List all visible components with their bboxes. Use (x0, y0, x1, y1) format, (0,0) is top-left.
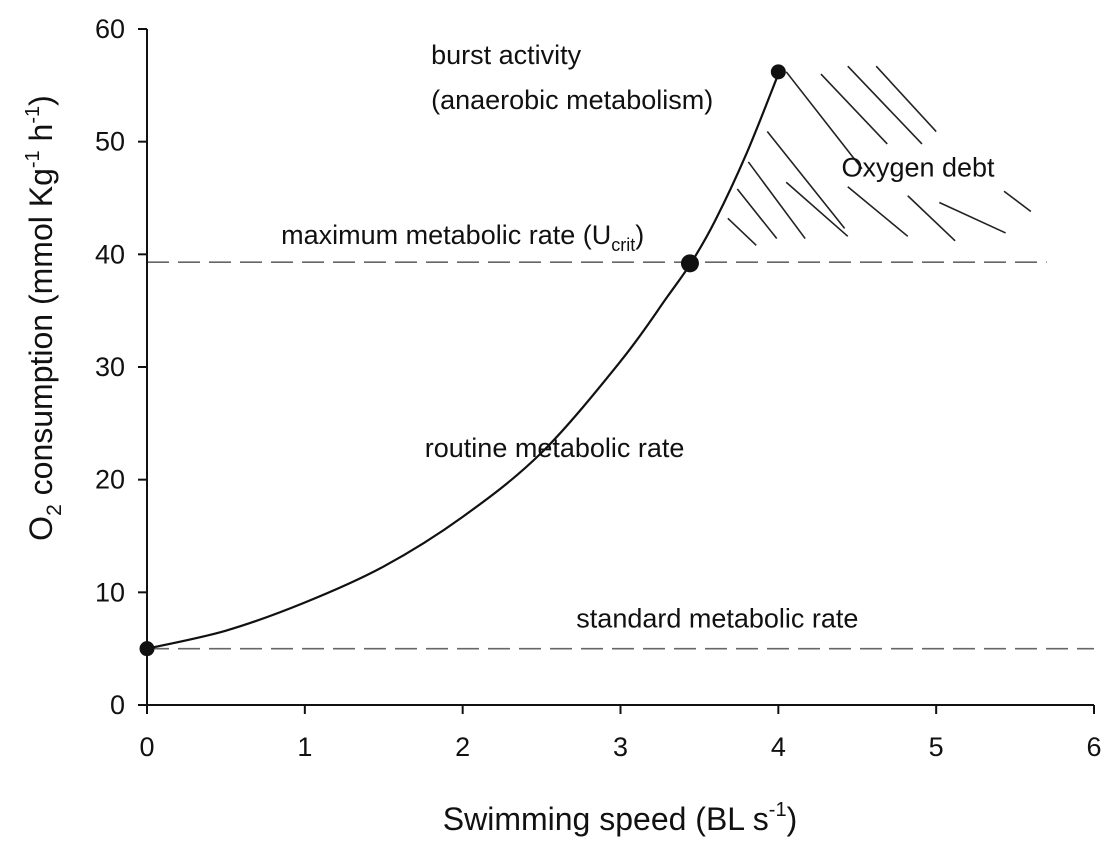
max-rate-label: maximum metabolic rate (Ucrit) (281, 220, 644, 255)
hatch-line (907, 195, 956, 242)
y-title-sub: 2 (43, 504, 66, 516)
y-tick-label: 60 (95, 14, 125, 44)
ucrit-subscript: crit (611, 235, 635, 255)
hatch-line (727, 217, 757, 246)
x-title-close: ) (787, 801, 798, 837)
max-rate-text: maximum metabolic rate (U (281, 220, 611, 250)
x-tick-label: 3 (613, 732, 628, 762)
hatch-line (847, 65, 923, 145)
x-tick-label: 5 (929, 732, 944, 762)
standard-rate-point (139, 641, 155, 657)
anaerobic-label: (anaerobic metabolism) (431, 85, 713, 115)
y-title-mid: consumption (mmol Kg (23, 168, 59, 504)
y-title-h: h (23, 124, 59, 151)
reference-lines (147, 261, 1094, 650)
y-tick-label: 10 (95, 577, 125, 607)
y-tick-label: 50 (95, 127, 125, 157)
hatch-line (875, 65, 937, 133)
hatch-line (820, 73, 888, 145)
hatch-line (785, 181, 849, 237)
y-title-sup2: -1 (22, 106, 44, 124)
y-tick-label: 40 (95, 239, 125, 269)
max-rate-close: ) (635, 220, 644, 250)
hatch-line (847, 186, 909, 237)
standard-rate-label: standard metabolic rate (576, 603, 858, 633)
hatch-line (766, 131, 846, 229)
oxygen-debt-label: Oxygen debt (841, 153, 995, 183)
x-title-main: Swimming speed (BL s (443, 801, 769, 837)
curve-group (146, 73, 780, 650)
x-tick-label: 1 (297, 732, 312, 762)
hatch-line (938, 201, 1006, 234)
burst-point (770, 64, 786, 80)
y-axis-title: O2 consumption (mmol Kg-1 h-1) (22, 95, 66, 541)
x-tick-label: 4 (771, 732, 786, 762)
hatch-line (785, 71, 863, 170)
x-title-sup: -1 (769, 799, 787, 821)
hatch-line (747, 161, 806, 240)
ucrit-point (680, 254, 699, 273)
oxygen-debt-hatch (727, 65, 1032, 246)
y-title-sup1: -1 (22, 150, 44, 168)
y-tick-label: 0 (110, 690, 125, 720)
y-tick-label: 30 (95, 352, 125, 382)
x-tick-label: 2 (455, 732, 470, 762)
hatch-line (736, 188, 778, 240)
x-tick-label: 0 (139, 732, 154, 762)
metabolic-curve (146, 73, 780, 650)
y-tick-label: 20 (95, 465, 125, 495)
hatch-line (1003, 190, 1032, 213)
markers (139, 64, 786, 657)
x-tick-label: 6 (1086, 732, 1101, 762)
y-title-o: O (23, 516, 59, 541)
y-title-close: ) (23, 95, 59, 106)
burst-activity-label: burst activity (431, 40, 582, 70)
x-axis-title: Swimming speed (BL s-1) (443, 799, 798, 837)
routine-rate-label: routine metabolic rate (425, 433, 685, 463)
annotations: burst activity (anaerobic metabolism) Oxyg… (281, 40, 995, 633)
